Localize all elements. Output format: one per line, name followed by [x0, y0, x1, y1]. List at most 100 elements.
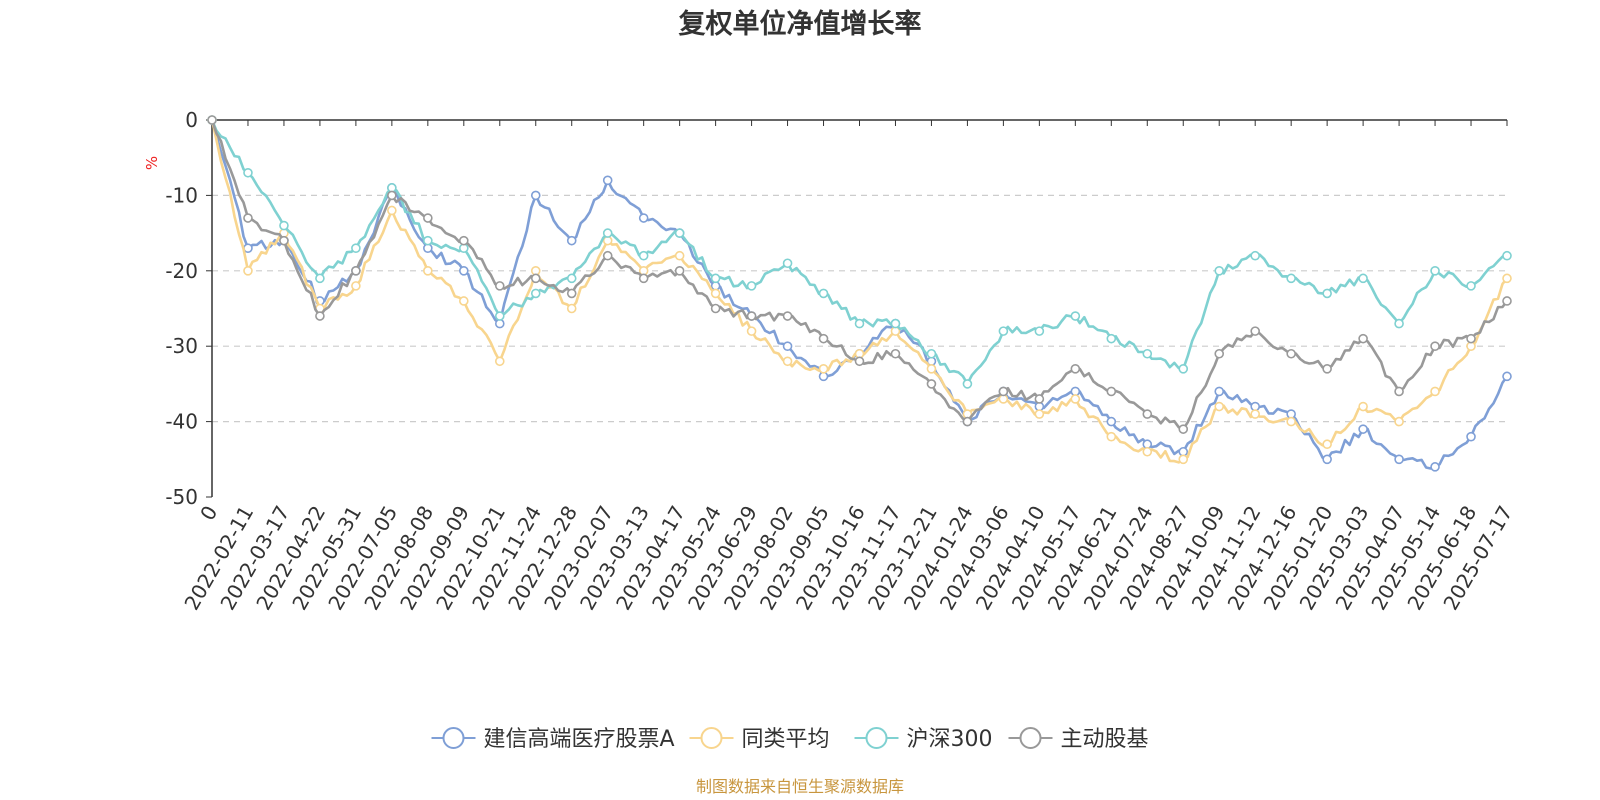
data-point[interactable]	[1142, 446, 1153, 457]
data-point[interactable]	[710, 273, 721, 284]
data-point[interactable]	[1214, 401, 1225, 412]
data-point[interactable]	[1466, 333, 1476, 344]
data-point[interactable]	[782, 258, 793, 269]
legend-item-2[interactable]: 同类平均	[689, 727, 830, 752]
data-point[interactable]	[1106, 431, 1117, 442]
data-point[interactable]	[638, 273, 649, 284]
data-point[interactable]	[746, 311, 757, 321]
data-point[interactable]	[1034, 326, 1045, 336]
data-point[interactable]	[566, 303, 577, 314]
data-point[interactable]	[1502, 250, 1512, 261]
data-point[interactable]	[459, 265, 469, 276]
data-point[interactable]	[710, 303, 721, 314]
data-point[interactable]	[566, 288, 577, 299]
data-point[interactable]	[1034, 409, 1045, 419]
data-point[interactable]	[566, 235, 577, 246]
data-point[interactable]	[387, 205, 397, 216]
data-point[interactable]	[459, 296, 469, 306]
data-point[interactable]	[1286, 348, 1296, 359]
data-point[interactable]	[746, 281, 757, 291]
data-point[interactable]	[1322, 364, 1332, 374]
data-point[interactable]	[1142, 409, 1153, 419]
data-point[interactable]	[926, 364, 937, 374]
data-point[interactable]	[243, 167, 253, 178]
data-point[interactable]	[1358, 424, 1368, 434]
data-point[interactable]	[351, 281, 361, 291]
data-point[interactable]	[602, 228, 613, 238]
data-point[interactable]	[530, 288, 541, 299]
data-point[interactable]	[494, 356, 505, 367]
data-point[interactable]	[1358, 333, 1368, 344]
data-point[interactable]	[530, 190, 541, 201]
data-point[interactable]	[315, 311, 325, 321]
data-point[interactable]	[1070, 364, 1081, 374]
data-point[interactable]	[818, 333, 829, 344]
data-point[interactable]	[854, 356, 865, 367]
data-point[interactable]	[1142, 348, 1153, 359]
data-point[interactable]	[1070, 311, 1081, 321]
data-point[interactable]	[243, 213, 253, 223]
data-point[interactable]	[1358, 401, 1368, 412]
data-point[interactable]	[1286, 273, 1296, 284]
legend-item-3[interactable]: 沪深300	[854, 727, 993, 752]
data-point[interactable]	[1322, 439, 1332, 450]
data-point[interactable]	[638, 250, 649, 261]
data-point[interactable]	[926, 348, 937, 359]
data-point[interactable]	[746, 326, 757, 336]
data-point[interactable]	[1250, 250, 1260, 261]
data-point[interactable]	[1250, 326, 1260, 336]
data-point[interactable]	[1394, 416, 1404, 427]
data-point[interactable]	[998, 386, 1009, 397]
data-point[interactable]	[423, 265, 433, 276]
data-point[interactable]	[1502, 371, 1512, 382]
data-point[interactable]	[1286, 416, 1296, 427]
data-point[interactable]	[854, 318, 865, 329]
data-point[interactable]	[1358, 273, 1368, 284]
data-point[interactable]	[1214, 348, 1225, 359]
data-point[interactable]	[1430, 462, 1440, 472]
data-point[interactable]	[674, 250, 685, 261]
data-point[interactable]	[962, 379, 973, 389]
data-point[interactable]	[782, 356, 793, 367]
data-point[interactable]	[243, 265, 253, 276]
data-point[interactable]	[602, 175, 613, 186]
data-point[interactable]	[1214, 386, 1225, 397]
data-point[interactable]	[1430, 265, 1440, 276]
data-point[interactable]	[423, 235, 433, 246]
data-point[interactable]	[423, 213, 433, 223]
data-point[interactable]	[315, 273, 325, 284]
data-point[interactable]	[1178, 454, 1189, 465]
data-point[interactable]	[1430, 341, 1440, 352]
data-point[interactable]	[1178, 424, 1189, 434]
data-point[interactable]	[494, 281, 505, 291]
data-point[interactable]	[710, 288, 721, 299]
data-point[interactable]	[387, 190, 397, 201]
data-point[interactable]	[1034, 394, 1045, 404]
data-point[interactable]	[782, 341, 793, 352]
data-point[interactable]	[566, 273, 577, 284]
legend-item-1[interactable]: 建信高端医疗股票A	[431, 727, 675, 752]
data-point[interactable]	[926, 379, 937, 389]
data-point[interactable]	[1214, 265, 1225, 276]
data-point[interactable]	[1502, 273, 1512, 284]
data-point[interactable]	[1106, 386, 1117, 397]
data-point[interactable]	[890, 318, 901, 329]
data-point[interactable]	[890, 348, 901, 359]
data-point[interactable]	[1430, 386, 1440, 397]
data-point[interactable]	[351, 265, 361, 276]
data-point[interactable]	[1394, 318, 1404, 329]
data-point[interactable]	[1106, 333, 1117, 344]
data-point[interactable]	[1250, 409, 1260, 419]
data-point[interactable]	[459, 235, 469, 246]
data-point[interactable]	[1322, 288, 1332, 299]
data-point[interactable]	[674, 228, 685, 238]
legend-item-4[interactable]: 主动股基	[1008, 727, 1149, 752]
data-point[interactable]	[1394, 386, 1404, 397]
data-point[interactable]	[782, 311, 793, 321]
data-point[interactable]	[1466, 281, 1476, 291]
data-point[interactable]	[1070, 394, 1081, 404]
legend[interactable]: 建信高端医疗股票A 同类平均 沪深300 主动股基	[431, 727, 1149, 752]
data-point[interactable]	[638, 213, 649, 223]
data-point[interactable]	[1466, 431, 1476, 442]
data-point[interactable]	[1502, 296, 1512, 306]
